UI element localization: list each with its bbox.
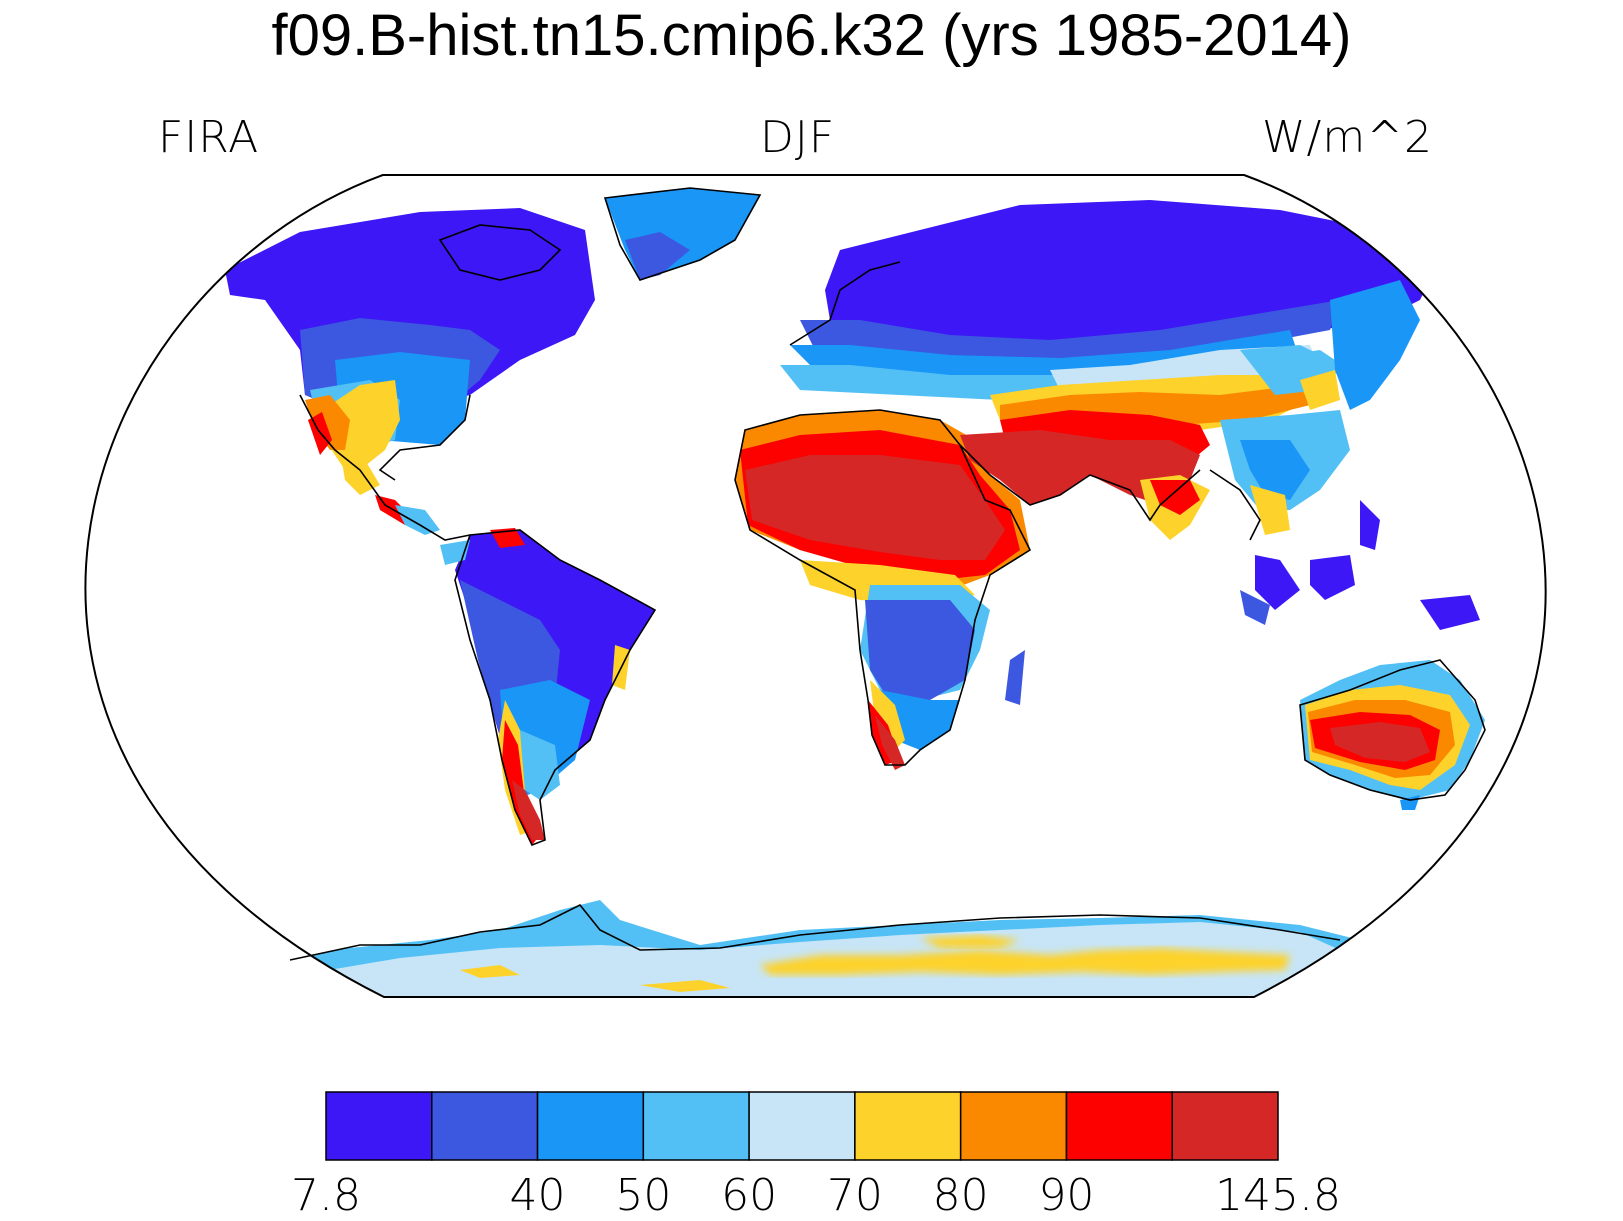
colorbar-tick-label: 7.8 — [291, 1170, 361, 1221]
colorbar-box — [1171, 1091, 1279, 1161]
colorbar-tick-label: 60 — [721, 1170, 778, 1221]
colorbar-tick-label: 40 — [509, 1170, 566, 1221]
map-boundary — [84, 174, 1547, 998]
colorbar-box — [748, 1091, 856, 1161]
colorbar-box — [536, 1091, 645, 1161]
australia-region — [1300, 660, 1545, 815]
colorbar-box — [1065, 1091, 1173, 1161]
season-label: DJF — [760, 112, 836, 163]
coastlines — [289, 187, 1486, 961]
maritime-asia-region — [1240, 500, 1480, 630]
antarctica-region — [270, 900, 1360, 997]
colorbar-box — [431, 1091, 539, 1161]
colorbar — [325, 1091, 1279, 1161]
south-america-region — [440, 528, 655, 845]
colorbar-box — [642, 1091, 750, 1161]
colorbar-tick-label: 70 — [826, 1170, 883, 1221]
colorbar-tick-label: 145.8 — [1215, 1170, 1341, 1221]
colorbar-tick-label: 50 — [615, 1170, 672, 1221]
north-america-region — [225, 208, 595, 535]
colorbar-box — [854, 1091, 962, 1161]
eurasia-region — [780, 200, 1440, 540]
colorbar-tick-label: 90 — [1038, 1170, 1095, 1221]
colorbar-tick-label: 80 — [932, 1170, 989, 1221]
colorbar-box — [325, 1091, 433, 1161]
land-field — [225, 188, 1545, 997]
variable-label: FIRA — [158, 112, 260, 163]
africa-region — [735, 410, 1030, 770]
units-label: W/m^2 — [1262, 112, 1434, 163]
map-title: f09.B-hist.tn15.cmip6.k32 (yrs 1985-2014… — [271, 3, 1352, 68]
colorbar-box — [959, 1091, 1068, 1161]
